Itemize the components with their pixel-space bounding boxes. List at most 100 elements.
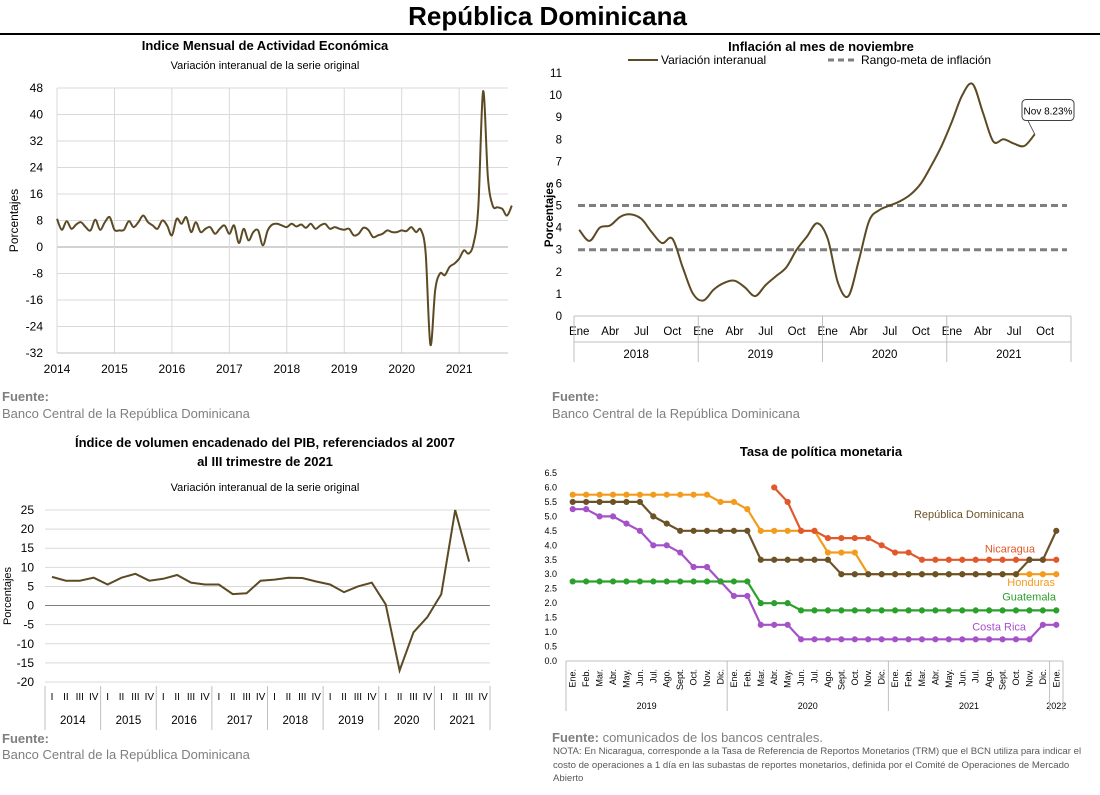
- inflation-month-label: Jul: [634, 326, 649, 338]
- tpm-series-label-guatemala: Guatemala: [1002, 591, 1057, 603]
- tpm-month-label: Feb.: [581, 669, 591, 687]
- tpm-point-honduras: [623, 491, 630, 498]
- inflation-ytick-label: 10: [549, 90, 562, 102]
- tpm-point-guatemala: [623, 578, 630, 585]
- tpm-point-nicaragua: [878, 542, 885, 549]
- gdp-quarter-label: IV: [311, 692, 321, 703]
- tpm-point-nicaragua: [905, 549, 912, 556]
- tpm-point-nicaragua: [784, 498, 791, 506]
- gdp-ytick-label: -20: [17, 675, 35, 689]
- tpm-point-republica-dominicana: [771, 556, 778, 563]
- gdp-quarter-label: IV: [200, 692, 210, 703]
- gdp-quarter-label: II: [397, 692, 403, 703]
- tpm-ytick-label: 5.0: [544, 511, 557, 521]
- tpm-series-label-nicaragua: Nicaragua: [985, 544, 1036, 556]
- tpm-month-label: Abr.: [769, 669, 779, 685]
- tpm-point-guatemala: [771, 600, 778, 607]
- gdp-year-label: 2015: [116, 715, 142, 727]
- tpm-point-honduras: [1026, 571, 1033, 578]
- tpm-month-label: Oct.: [689, 669, 699, 686]
- gdp-quarter-label: IV: [478, 692, 488, 703]
- gdp-quarter-label: III: [187, 692, 195, 703]
- inflation-ytick-label: 3: [556, 245, 562, 257]
- inflation-month-label: Ene: [693, 326, 713, 338]
- imae-ytick-label: 16: [30, 187, 44, 201]
- gdp-quarter-label: I: [440, 692, 443, 703]
- tpm-point-honduras: [677, 491, 684, 498]
- inflation-title: Inflación al mes de noviembre: [728, 39, 914, 54]
- tpm-point-republica-dominicana: [717, 527, 724, 534]
- tpm-point-guatemala: [609, 578, 617, 585]
- tpm-point-guatemala: [878, 607, 885, 614]
- tpm-point-costa-rica: [918, 636, 926, 643]
- tpm-month-label: Oct.: [1011, 669, 1021, 686]
- gdp-year-label: 2016: [171, 715, 197, 727]
- tpm-point-costa-rica: [771, 621, 778, 628]
- tpm-point-republica-dominicana: [1053, 527, 1060, 534]
- tpm-point-costa-rica: [703, 563, 711, 571]
- inflation-ytick-label: 0: [556, 311, 562, 323]
- tpm-series-label-costa-rica: Costa Rica: [972, 622, 1027, 634]
- tpm-month-label: Mar.: [595, 669, 605, 687]
- tpm-point-guatemala: [891, 607, 899, 614]
- title-divider: [0, 33, 1100, 35]
- inflation-month-label: Jul: [1007, 326, 1022, 338]
- gdp-quarter-label: II: [63, 692, 69, 703]
- tpm-point-nicaragua: [838, 534, 845, 542]
- tpm-month-label: Sept.: [998, 669, 1008, 690]
- tpm-ytick-label: 3.5: [544, 555, 557, 565]
- tpm-point-honduras: [703, 491, 711, 498]
- tpm-point-nicaragua: [891, 549, 899, 556]
- inflation-year-label: 2021: [996, 349, 1022, 361]
- tpm-month-label: Sept.: [836, 669, 846, 690]
- tpm-point-guatemala: [757, 600, 764, 607]
- tpm-point-nicaragua: [972, 556, 979, 563]
- gdp-ytick-label: 0: [27, 599, 34, 613]
- tpm-point-costa-rica: [851, 636, 858, 643]
- tpm-point-nicaragua: [851, 534, 858, 542]
- tpm-month-label: Sept.: [675, 669, 685, 690]
- tpm-point-honduras: [730, 498, 738, 506]
- imae-ytick-label: 8: [36, 214, 43, 228]
- tpm-point-nicaragua: [1012, 556, 1020, 563]
- imae-ytick-label: -8: [32, 267, 43, 281]
- tpm-point-guatemala: [959, 607, 966, 614]
- tpm-point-republica-dominicana: [1026, 556, 1033, 563]
- tpm-ytick-label: 0.5: [544, 642, 557, 652]
- imae-ytick-label: 40: [30, 108, 44, 122]
- tpm-point-republica-dominicana: [838, 571, 845, 578]
- tpm-point-honduras: [771, 527, 778, 534]
- tpm-point-republica-dominicana: [583, 498, 590, 506]
- inflation-month-label: Oct: [912, 326, 931, 338]
- gdp-quarter-label: IV: [367, 692, 377, 703]
- tpm-month-label: Feb.: [904, 669, 914, 687]
- gdp-year-label: 2020: [394, 715, 420, 727]
- tpm-month-label: Ene.: [568, 669, 578, 688]
- gdp-quarter-label: II: [341, 692, 347, 703]
- tpm-ytick-label: 2.5: [544, 584, 557, 594]
- tpm-series-nicaragua: [773, 486, 1057, 561]
- inflation-ytick-label: 7: [556, 156, 562, 168]
- tpm-month-label: Dic.: [1038, 669, 1048, 685]
- gdp-year-label: 2017: [227, 715, 253, 727]
- gdp-chart: Índice de volumen encadenado del PIB, re…: [2, 435, 491, 730]
- tpm-point-costa-rica: [583, 506, 590, 513]
- imae-title: Indice Mensual de Actividad Económica: [142, 38, 389, 53]
- imae-source-text: Banco Central de la República Dominicana: [2, 406, 250, 421]
- inflation-month-label: Abr: [850, 326, 868, 338]
- gdp-quarter-label: IV: [423, 692, 433, 703]
- imae-xtick-label: 2019: [331, 362, 358, 376]
- tpm-point-republica-dominicana: [999, 571, 1006, 578]
- tpm-point-guatemala: [797, 607, 805, 614]
- tpm-point-nicaragua: [865, 534, 872, 542]
- tpm-month-label: Ene.: [1051, 669, 1061, 688]
- tpm-ytick-label: 1.5: [544, 613, 557, 623]
- inflation-ytick-label: 4: [556, 223, 563, 235]
- gdp-ytick-label: 5: [27, 579, 34, 593]
- tpm-month-label: Jun.: [635, 669, 645, 686]
- inflation-month-label: Oct: [788, 326, 807, 338]
- tpm-point-honduras: [851, 549, 858, 556]
- tpm-point-costa-rica: [569, 506, 576, 513]
- tpm-point-honduras: [784, 527, 791, 534]
- inflation-legend-line-label: Variación interanual: [661, 53, 766, 67]
